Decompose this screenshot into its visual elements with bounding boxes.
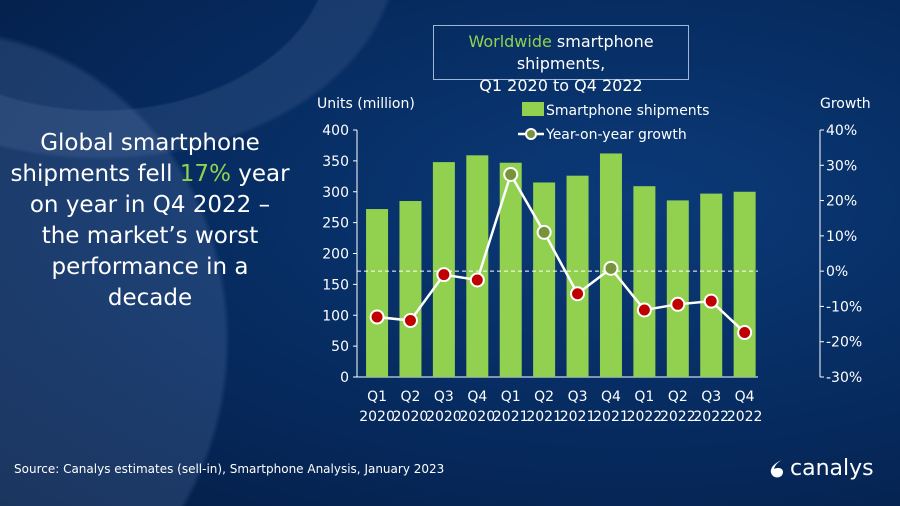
- x-tick-label: 2021: [560, 409, 596, 425]
- growth-point: [536, 224, 552, 240]
- source-note: Source: Canalys estimates (sell-in), Sma…: [14, 462, 445, 476]
- x-tick-label: Q3: [434, 389, 454, 405]
- y2-tick-label: 10%: [826, 229, 857, 245]
- bar: [666, 200, 689, 377]
- x-tick-label: Q3: [568, 389, 588, 405]
- growth-point: [570, 286, 586, 302]
- growth-point: [703, 293, 719, 309]
- bar: [733, 191, 756, 377]
- logo-text: canalys: [790, 456, 874, 481]
- growth-point: [503, 166, 519, 182]
- legend-bar-swatch: [522, 102, 544, 116]
- growth-point: [603, 260, 619, 276]
- x-tick-label: 2022: [693, 409, 729, 425]
- x-tick-label: 2021: [593, 409, 629, 425]
- bar: [633, 186, 656, 377]
- canalys-logo: canalys: [768, 456, 874, 481]
- y-tick-label: 400: [322, 123, 349, 139]
- y-tick-label: 100: [322, 308, 349, 324]
- y-tick-label: 200: [322, 247, 349, 263]
- x-tick-label: Q2: [668, 389, 688, 405]
- bar: [366, 209, 389, 377]
- x-tick-label: 2021: [493, 409, 529, 425]
- x-tick-label: 2020: [359, 409, 395, 425]
- headline-text-end: year on year in Q4 2022 – the market’s w…: [29, 161, 290, 311]
- y2-tick-label: -20%: [826, 335, 862, 351]
- growth-point: [402, 313, 418, 329]
- x-tick-label: Q4: [735, 389, 755, 405]
- x-tick-label: 2022: [660, 409, 696, 425]
- headline: Global smartphone shipments fell 17% yea…: [10, 128, 290, 314]
- growth-point: [636, 302, 652, 318]
- x-tick-label: Q1: [367, 389, 387, 405]
- bar: [700, 193, 723, 377]
- growth-point: [436, 267, 452, 283]
- headline-text: Global smartphone shipments fell: [10, 130, 260, 187]
- y-tick-label: 150: [322, 277, 349, 293]
- y-axis-label: Units (million): [317, 96, 415, 112]
- y-tick-label: 300: [322, 185, 349, 201]
- title-highlight: Worldwide: [468, 32, 552, 51]
- x-tick-label: Q3: [701, 389, 721, 405]
- x-tick-label: 2020: [459, 409, 495, 425]
- y-tick-label: 50: [331, 339, 349, 355]
- x-tick-label: 2020: [426, 409, 462, 425]
- x-tick-label: 2022: [727, 409, 763, 425]
- y2-tick-label: 30%: [826, 158, 857, 174]
- bar: [399, 201, 422, 377]
- x-tick-label: Q2: [534, 389, 554, 405]
- bar: [566, 175, 589, 377]
- growth-point: [369, 309, 385, 325]
- legend-line-label: Year-on-year growth: [545, 127, 687, 143]
- x-tick-label: 2020: [393, 409, 429, 425]
- y2-axis-label: Growth: [820, 96, 871, 112]
- x-tick-label: 2021: [526, 409, 562, 425]
- x-tick-label: Q4: [467, 389, 487, 405]
- y2-tick-label: 0%: [826, 264, 848, 280]
- y2-tick-label: -30%: [826, 370, 862, 386]
- growth-point: [737, 325, 753, 341]
- y2-tick-label: 20%: [826, 194, 857, 210]
- x-tick-label: Q2: [400, 389, 420, 405]
- y-tick-label: 350: [322, 154, 349, 170]
- bar: [466, 155, 489, 377]
- chart-title: Worldwide smartphone shipments, Q1 2020 t…: [433, 25, 689, 95]
- growth-point: [670, 296, 686, 312]
- y-tick-label: 0: [340, 370, 349, 386]
- y2-tick-label: -10%: [826, 299, 862, 315]
- bar: [533, 182, 556, 377]
- logo-icon: [770, 459, 783, 477]
- headline-highlight: 17%: [179, 161, 231, 187]
- title-subtitle: Q1 2020 to Q4 2022: [479, 76, 643, 95]
- legend-marker: [525, 128, 537, 140]
- x-tick-label: Q4: [601, 389, 621, 405]
- x-tick-label: Q1: [501, 389, 521, 405]
- title-text: smartphone shipments,: [516, 32, 654, 73]
- y2-tick-label: 40%: [826, 123, 857, 139]
- growth-line: [376, 171, 746, 334]
- x-tick-label: 2022: [627, 409, 663, 425]
- legend-bar-label: Smartphone shipments: [546, 103, 709, 119]
- growth-point: [469, 272, 485, 288]
- bar: [499, 162, 522, 377]
- x-tick-label: Q1: [634, 389, 654, 405]
- y-tick-label: 250: [322, 216, 349, 232]
